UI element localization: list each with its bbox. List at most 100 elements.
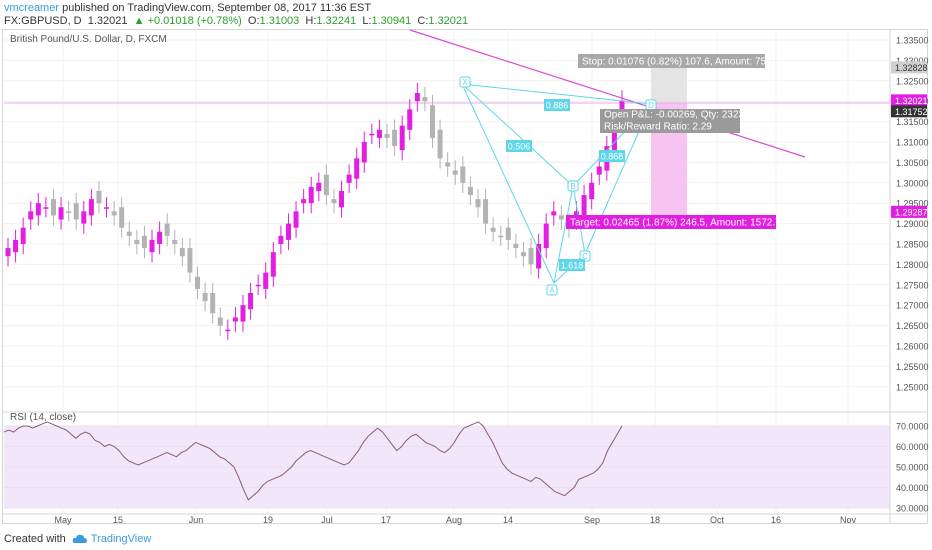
published-text: published on TradingView.com, September … [62,2,372,14]
candle-body [96,190,102,204]
target-annotation-box [566,215,776,229]
pattern-leg [461,83,555,284]
date-tick-label: 19 [263,515,273,525]
close-label: C: [417,15,429,27]
stop-annotation-box [578,54,765,68]
price-tick-label: 1.31500 [896,117,929,127]
candle-body [316,182,322,191]
candle-body [520,252,526,257]
candle-body [134,239,140,244]
candle-body [263,272,269,289]
candle-body [13,239,19,253]
date-tick-label: 18 [650,515,660,525]
tradingview-label: TradingView [90,533,152,545]
candle-body [164,223,170,236]
price-tick-label: 1.25500 [896,362,929,372]
date-tick-label: Jun [189,515,204,525]
candle-body [278,235,284,244]
rsi-title: RSI (14, close) [10,412,76,423]
price-tick-label: 1.29500 [896,199,929,209]
pattern-point-label: C [582,252,588,261]
candle-body [285,223,291,240]
date-tick-label: 17 [381,515,391,525]
tradingview-brand[interactable]: TradingView [72,532,152,546]
candle-body [119,207,125,228]
pattern-point-label: D [648,101,654,110]
pattern-ratio-box [544,99,570,111]
candle-body [187,248,193,273]
candle-body [483,199,489,224]
price-tick-label: 1.31000 [896,138,929,148]
author-link[interactable]: vmcreamer [4,2,60,14]
risk-reward-label: Risk/Reward Ratio: 2.29 [604,122,712,133]
low-label: L: [362,15,372,27]
candle-body [490,227,496,232]
resistance-trendline[interactable] [409,29,806,158]
candle-body [58,207,64,220]
candle-body [513,244,519,249]
candle-body [452,170,458,175]
open-pl-box [600,109,740,121]
candle-body [498,235,504,238]
date-tick-label: Sep [584,515,600,525]
candle-body [202,292,208,302]
last-price: 1.32021 [87,15,128,27]
candle-body [172,239,178,244]
candle-body [43,207,49,209]
candle-body [248,292,254,310]
candle-body [467,186,473,196]
candle-body [407,109,413,130]
open-label: O: [247,15,260,27]
footer: Created with TradingView [4,532,151,546]
pattern-point-label: B [570,182,575,191]
candle-body [543,223,549,249]
high-value: 1.32241 [316,15,357,27]
price-tag [891,205,927,218]
price-tick-label: 1.27000 [896,301,929,311]
candle-body [270,252,276,277]
pattern-leg [461,83,652,105]
candle-body [323,174,329,196]
pattern-ratio-label: 0.506 [508,142,531,152]
price-tag-label: 1.32021 [895,96,928,106]
candle-body [50,199,56,216]
price-tick-label: 1.26000 [896,342,929,352]
publish-info: vmcreamer published on TradingView.com, … [4,2,371,15]
candle-body [422,97,428,102]
candle-body [619,100,625,114]
pattern-leg [553,185,574,284]
pattern-ratio-label: 0.886 [546,101,569,111]
candle-body [157,231,163,244]
candle-body [240,305,246,322]
price-tag-label: 1.31752 [895,107,928,117]
candle-body [104,207,110,209]
candle-body [73,203,79,220]
candle-body [384,133,390,138]
rsi-tick-label: 50.0000 [896,463,929,473]
candle-body [66,211,72,213]
date-tick-label: 14 [503,515,513,525]
candle-body [20,227,26,244]
pattern-point-marker [546,284,558,296]
price-tag-label: 1.32828 [895,63,928,73]
candle-body [308,186,314,204]
risk-reward-box [600,121,740,133]
price-tick-label: 1.30500 [896,158,929,168]
price-tick-label: 1.29000 [896,219,929,229]
date-tick-label: Jul [321,515,333,525]
created-with-label: Created with [4,533,66,545]
candle-body [28,211,34,220]
chart-title: British Pound/U.S. Dollar, D, FXCM [10,34,167,45]
price-tick-label: 1.27500 [896,280,929,290]
candle-body [460,166,466,183]
symbol-info: FX:GBPUSD, D 1.32021 ▲ +0.01018 (+0.78%)… [4,15,468,28]
candle-body [339,190,345,208]
pattern-point-marker [459,76,471,88]
candle-body [445,162,451,167]
open-value: 1.31003 [259,15,300,27]
price-tag [891,94,927,107]
price-tick-label: 1.33000 [896,56,929,66]
candle-body [225,329,231,332]
stop-zone [651,62,687,103]
